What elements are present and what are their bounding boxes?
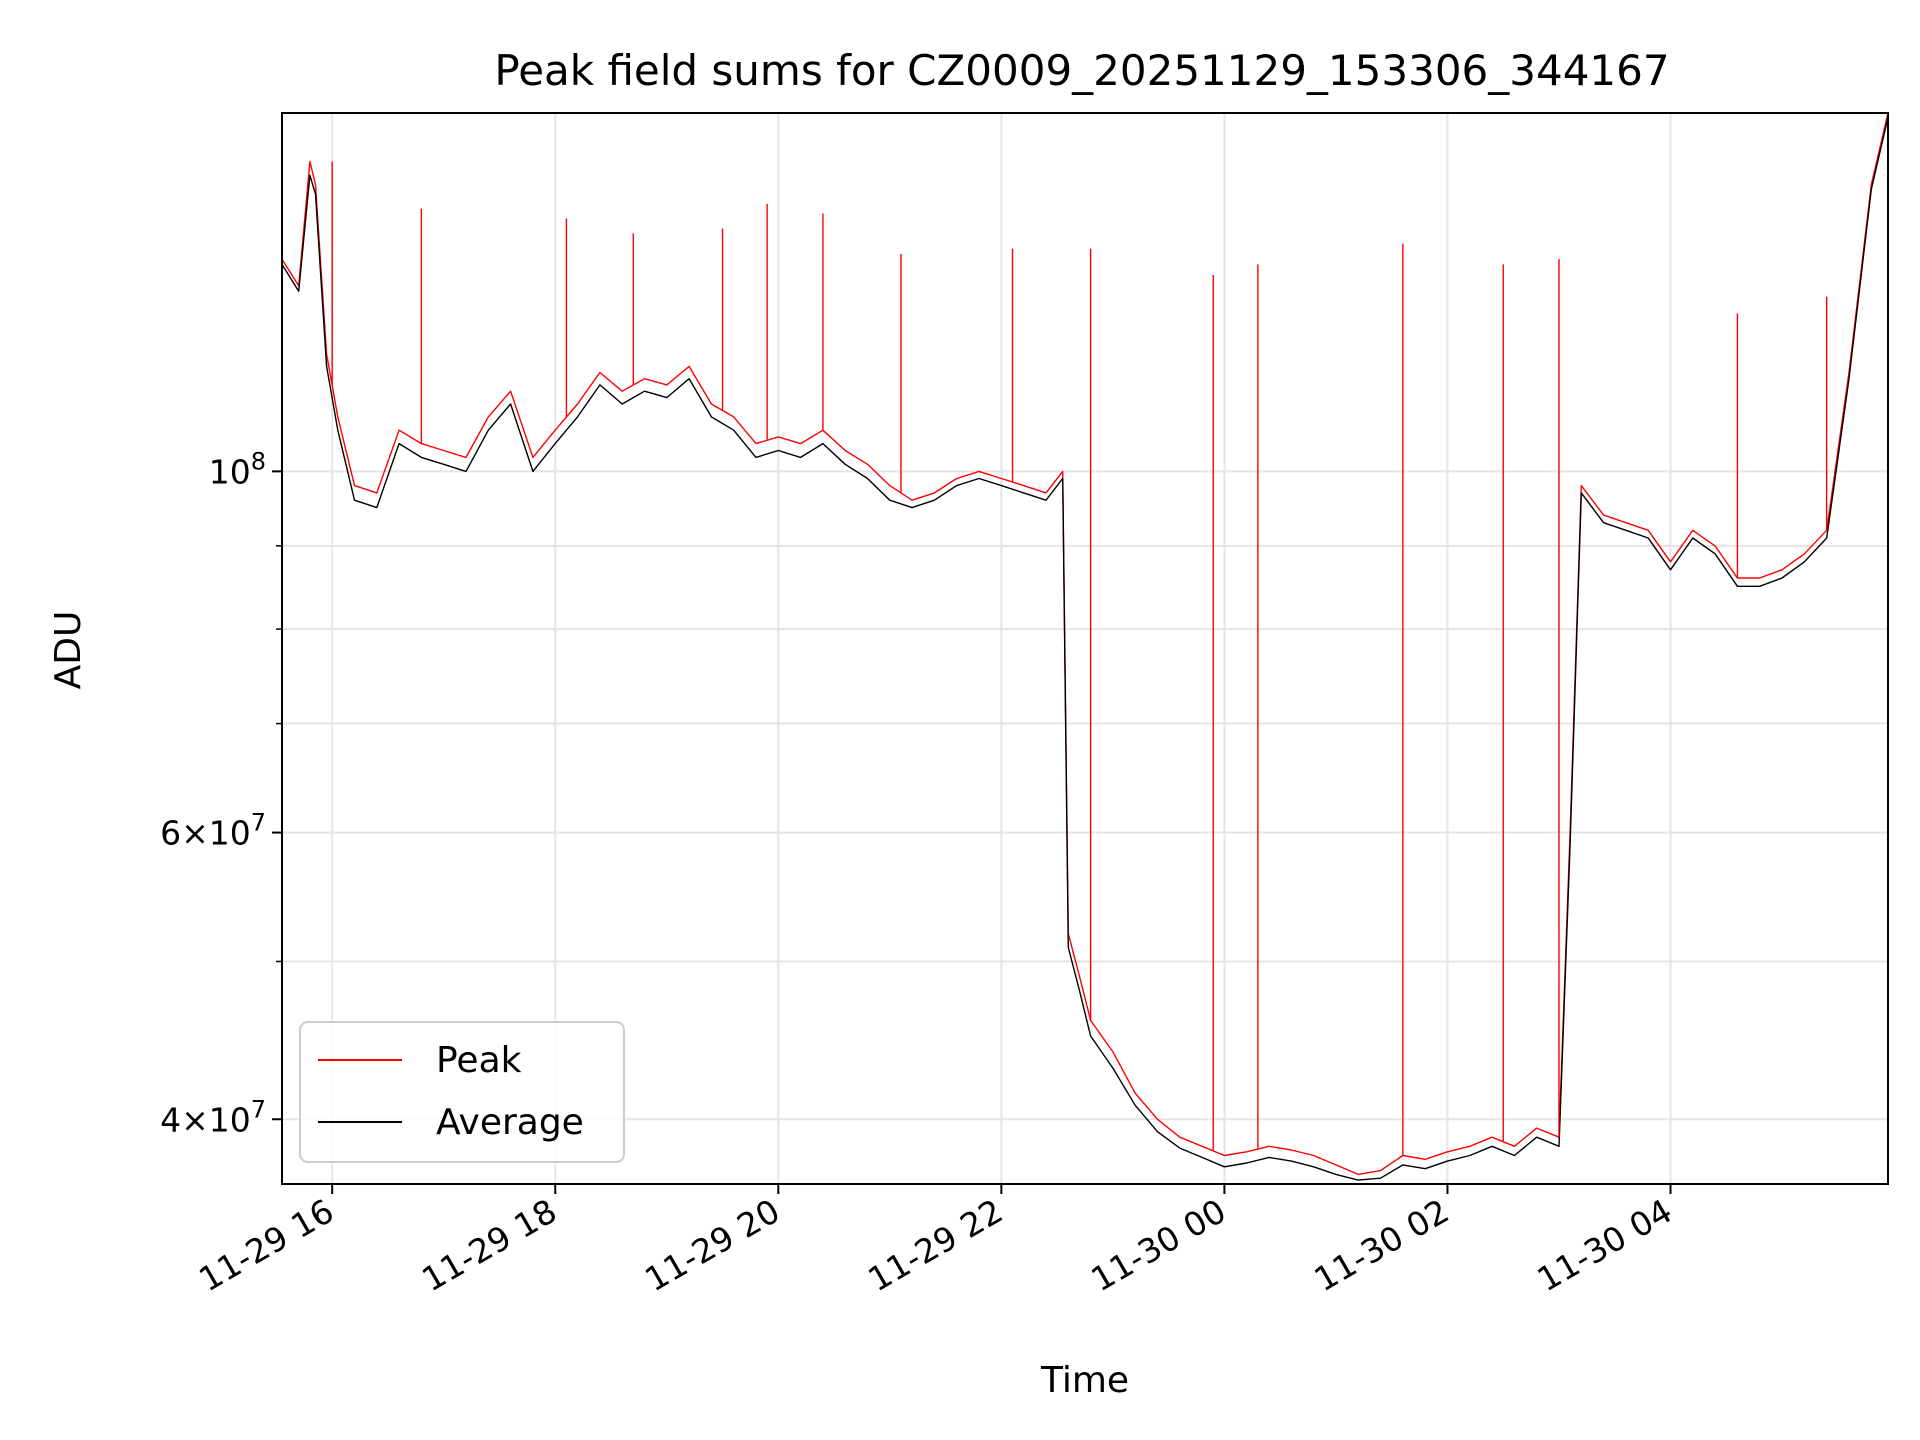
chart-title: Peak field sums for CZ0009_20251129_1533…: [494, 46, 1669, 95]
legend: Peak Average: [299, 1021, 625, 1163]
axis-ticks: 11-29 16 11-29 18 11-29 20 11-29 22 11-30 00…: [160, 447, 1678, 1299]
y-tick-label: 108: [209, 447, 266, 491]
grid: [282, 113, 1888, 1184]
x-tick-label: 11-29 22: [861, 1191, 1009, 1299]
y-tick-label: 6×107: [160, 809, 266, 853]
legend-peak-label: Peak: [436, 1040, 522, 1081]
x-tick-label: 11-29 18: [415, 1191, 563, 1299]
x-tick-label: 11-30 04: [1531, 1191, 1679, 1299]
plot-frame: [281, 112, 1889, 1185]
x-tick-label: 11-30 02: [1307, 1191, 1455, 1299]
x-tick-label: 11-30 00: [1084, 1191, 1232, 1299]
legend-box: [299, 1021, 625, 1163]
legend-average-label: Average: [436, 1102, 584, 1143]
plot-area: [281, 112, 1889, 1181]
series-line-average: [281, 117, 1889, 1181]
y-axis-label: ADU: [48, 611, 89, 690]
x-axis-label: Time: [1040, 1360, 1129, 1401]
x-tick-label: 11-29 16: [192, 1191, 340, 1299]
y-tick-label: 4×107: [160, 1095, 266, 1139]
x-tick-label: 11-29 20: [638, 1191, 786, 1299]
